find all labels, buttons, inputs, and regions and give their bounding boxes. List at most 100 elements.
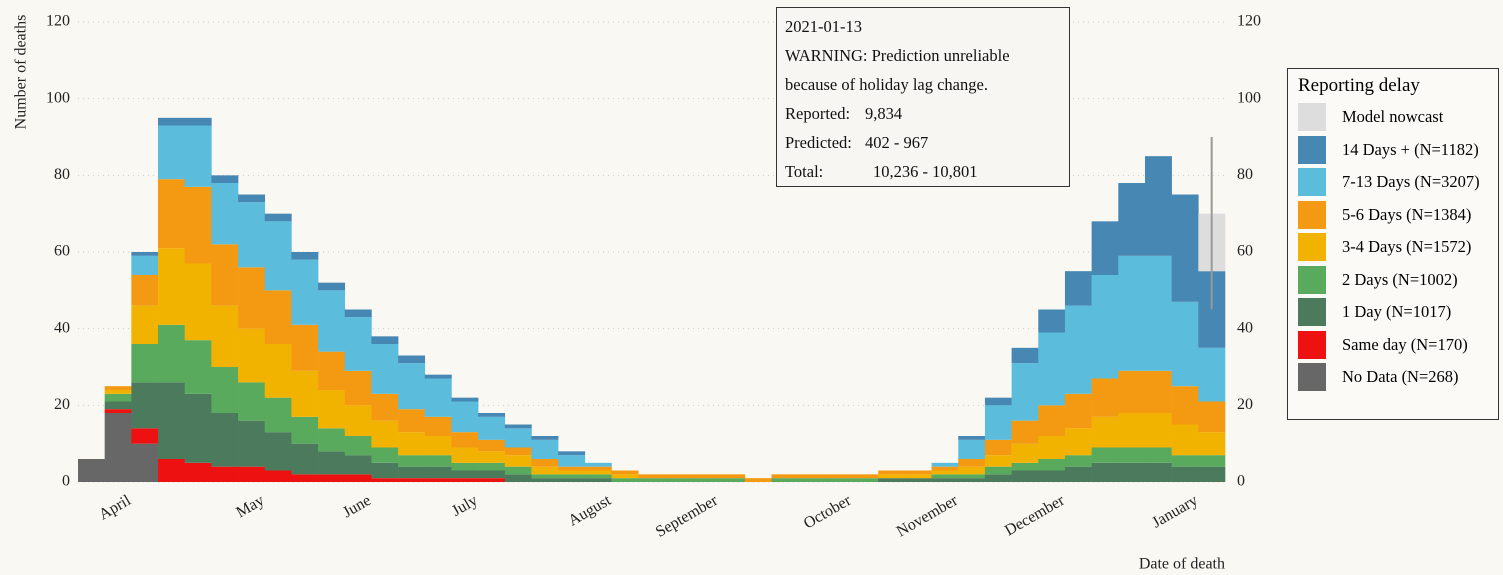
bar-segment [264,470,292,482]
bar-segment [184,462,212,482]
bar-segment [424,478,452,482]
bar-segment [211,244,239,306]
bar-segment [291,252,319,260]
bar-segment [184,263,212,341]
bar-segment [1038,459,1066,471]
legend-label: 5-6 Days (N=1384) [1342,204,1472,224]
bar-segment [424,378,452,417]
bar-segment [158,248,185,325]
x-tick-label: June [340,492,374,521]
bar-segment [478,416,506,440]
bar-segment [798,474,826,479]
bar-segment [398,363,426,410]
bar-segment [131,428,159,444]
legend-swatch [1298,135,1326,164]
tooltip-row: Reported: 9,834 [785,99,1061,128]
bar-segment [638,474,666,479]
legend-swatch [1298,330,1326,359]
bar-segment [904,478,932,482]
bar-segment [851,478,879,482]
bar-segment [1144,370,1172,413]
bar-segment [398,455,426,467]
bar-segment [424,436,452,456]
bar-segment [878,478,906,482]
bar-segment [1038,405,1066,436]
bar-segment [184,393,212,463]
bar-segment [531,478,559,482]
bar-segment [1118,462,1146,482]
legend-item: 2 Days (N=1002) [1298,264,1488,297]
y-tick-label: 100 [46,89,70,106]
bar-segment [451,462,479,471]
bar-segment [851,474,879,479]
bar-segment [184,117,212,126]
bar-segment [104,409,132,413]
y-tick-label-right: 80 [1237,166,1253,183]
bar-segment [104,401,132,410]
bar-segment [611,478,639,482]
bar-segment [531,466,559,475]
bar-segment [264,213,292,222]
tooltip-row: Predicted: 402 - 967 [785,128,1061,157]
bar-segment [584,462,612,467]
bar-segment [238,420,266,467]
bar-segment [158,117,185,126]
bar-segment [1118,413,1146,448]
bar-segment [1198,401,1226,433]
bar-segment [931,466,959,471]
bar-segment [531,436,559,440]
bar-segment [371,478,399,482]
bar-segment [131,344,159,383]
bar-segment [238,194,266,203]
bar-segment [371,393,399,421]
bar-segment [291,474,319,482]
bar-segment [478,413,506,417]
bar-segment [1144,413,1172,448]
bar-segment [264,432,292,471]
bar-segment [984,474,1012,482]
bar-segment [291,259,319,325]
bar-segment [1198,455,1226,467]
tooltip-warning: WARNING: Prediction unreliable [785,46,1010,65]
bar-segment [718,474,746,479]
bar-segment [451,401,479,433]
bar-segment [318,282,346,291]
bar-segment [1064,393,1092,429]
bar-segment [824,478,852,482]
y-tick-label-right: 40 [1237,319,1253,336]
bar-segment [211,413,239,467]
bar-segment [158,179,185,249]
x-tick-label: September [653,492,721,541]
y-tick-label-right: 20 [1237,396,1253,413]
bar-segment [264,221,292,291]
bar-segment [824,474,852,479]
bar-segment [984,466,1012,475]
y-tick-label-right: 60 [1237,243,1253,260]
bar-segment [1038,436,1066,459]
bar-segment [158,459,185,482]
bar-segment [344,455,372,475]
bar-segment [478,470,506,479]
bar-segment [1198,432,1226,456]
bar-segment [131,255,159,275]
x-tick-label: December [1002,492,1068,540]
bar-segment [638,478,666,482]
tooltip-row-label: Predicted: [785,133,852,152]
bar-segment [1091,221,1119,275]
bar-segment [451,447,479,463]
bar-segment [584,466,612,471]
bar-segment [424,466,452,479]
bar-segment [158,324,185,383]
bar-segment [291,443,319,475]
bar-segment [504,466,532,475]
bar-segment [584,478,612,482]
bar-segment [478,462,506,471]
legend-item: 1 Day (N=1017) [1298,296,1488,329]
bar-segment [958,439,986,459]
bar-segment [291,324,319,371]
y-tick-label-right: 100 [1237,89,1261,106]
bar-segment [371,462,399,479]
bar-segment [344,436,372,456]
tooltip-date: 2021-01-13 [785,17,862,36]
